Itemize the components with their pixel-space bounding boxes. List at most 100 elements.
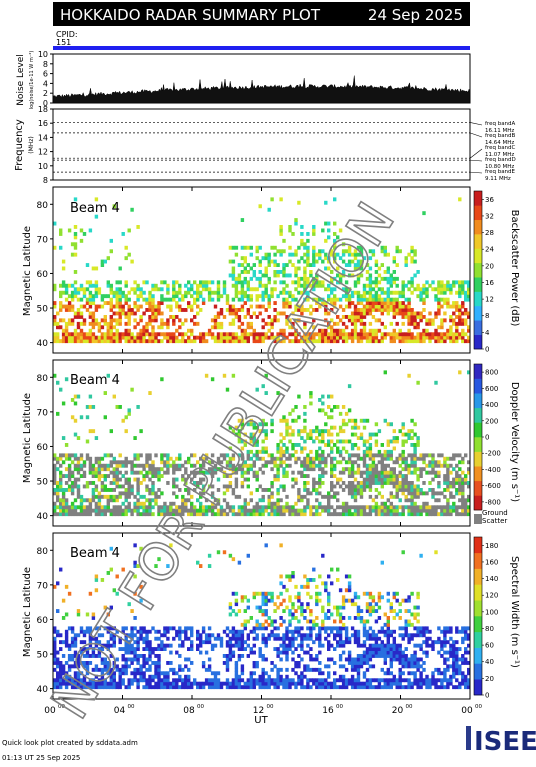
data-cell bbox=[276, 626, 279, 630]
data-cell bbox=[378, 481, 381, 485]
data-cell bbox=[145, 322, 148, 326]
data-cell bbox=[89, 502, 92, 506]
data-cell bbox=[166, 471, 169, 475]
data-cell bbox=[393, 436, 396, 440]
data-cell bbox=[291, 630, 294, 634]
data-cell bbox=[354, 305, 357, 309]
data-cell bbox=[68, 474, 71, 478]
data-cell bbox=[402, 467, 405, 471]
data-cell bbox=[410, 509, 413, 513]
data-cell bbox=[321, 453, 324, 457]
data-cell bbox=[145, 339, 148, 343]
data-cell bbox=[95, 505, 98, 509]
data-cell bbox=[321, 467, 324, 471]
data-cell bbox=[80, 474, 83, 478]
data-cell bbox=[294, 329, 297, 333]
data-cell bbox=[306, 436, 309, 440]
data-cell bbox=[270, 678, 273, 682]
data-cell bbox=[83, 682, 86, 686]
data-cell bbox=[407, 467, 410, 471]
data-cell bbox=[351, 443, 354, 447]
data-cell bbox=[431, 464, 434, 468]
data-cell bbox=[92, 429, 95, 433]
data-cell bbox=[318, 249, 321, 253]
data-cell bbox=[232, 685, 235, 689]
data-cell bbox=[282, 298, 285, 302]
data-cell bbox=[402, 291, 405, 295]
data-cell bbox=[193, 512, 196, 516]
data-cell bbox=[407, 491, 410, 495]
data-cell bbox=[157, 557, 160, 561]
data-cell bbox=[357, 426, 360, 430]
data-cell bbox=[98, 291, 101, 295]
data-cell bbox=[205, 374, 208, 378]
data-cell bbox=[282, 332, 285, 336]
data-cell bbox=[452, 322, 455, 326]
data-cell bbox=[59, 675, 62, 679]
data-cell bbox=[208, 294, 211, 298]
data-cell bbox=[464, 478, 467, 482]
data-cell bbox=[250, 287, 253, 291]
data-cell bbox=[235, 682, 238, 686]
data-cell bbox=[455, 471, 458, 475]
data-cell bbox=[357, 606, 360, 610]
data-cell bbox=[223, 630, 226, 634]
data-cell bbox=[342, 253, 345, 257]
data-cell bbox=[139, 585, 142, 589]
data-cell bbox=[437, 291, 440, 295]
data-cell bbox=[407, 488, 410, 492]
data-cell bbox=[62, 668, 65, 672]
data-cell bbox=[369, 488, 372, 492]
data-cell bbox=[282, 512, 285, 516]
data-cell bbox=[110, 626, 113, 630]
data-cell bbox=[443, 512, 446, 516]
data-cell bbox=[181, 505, 184, 509]
data-cell bbox=[113, 495, 116, 499]
data-cell bbox=[342, 308, 345, 312]
data-cell bbox=[318, 457, 321, 461]
data-cell bbox=[89, 305, 92, 309]
data-cell bbox=[65, 287, 68, 291]
data-cell bbox=[396, 336, 399, 340]
data-cell bbox=[333, 222, 336, 226]
data-cell bbox=[422, 467, 425, 471]
data-cell bbox=[238, 277, 241, 281]
data-cell bbox=[378, 685, 381, 689]
data-cell bbox=[393, 460, 396, 464]
data-cell bbox=[101, 481, 104, 485]
data-cell bbox=[455, 488, 458, 492]
data-cell bbox=[125, 661, 128, 665]
data-cell bbox=[151, 294, 154, 298]
data-cell bbox=[166, 287, 169, 291]
data-cell bbox=[80, 229, 83, 233]
data-cell bbox=[265, 637, 268, 641]
data-cell bbox=[297, 305, 300, 309]
data-cell bbox=[223, 457, 226, 461]
data-cell bbox=[339, 588, 342, 592]
data-cell bbox=[387, 640, 390, 644]
data-cell bbox=[86, 263, 89, 267]
data-cell bbox=[133, 658, 136, 662]
data-cell bbox=[449, 505, 452, 509]
data-cell bbox=[410, 284, 413, 288]
data-cell bbox=[315, 457, 318, 461]
data-cell bbox=[288, 644, 291, 648]
data-cell bbox=[422, 505, 425, 509]
data-cell bbox=[74, 651, 77, 655]
data-cell bbox=[122, 464, 125, 468]
data-cell bbox=[372, 453, 375, 457]
data-cell bbox=[354, 263, 357, 267]
data-cell bbox=[357, 661, 360, 665]
data-cell bbox=[235, 426, 238, 430]
data-cell bbox=[342, 651, 345, 655]
colorbar-tick-label: -200 bbox=[485, 450, 501, 458]
data-cell bbox=[360, 488, 363, 492]
data-cell bbox=[297, 429, 300, 433]
data-cell bbox=[142, 502, 145, 506]
data-cell bbox=[62, 402, 65, 406]
data-cell bbox=[107, 294, 110, 298]
data-cell bbox=[166, 661, 169, 665]
data-cell bbox=[101, 263, 104, 267]
data-cell bbox=[375, 481, 378, 485]
data-cell bbox=[101, 495, 104, 499]
